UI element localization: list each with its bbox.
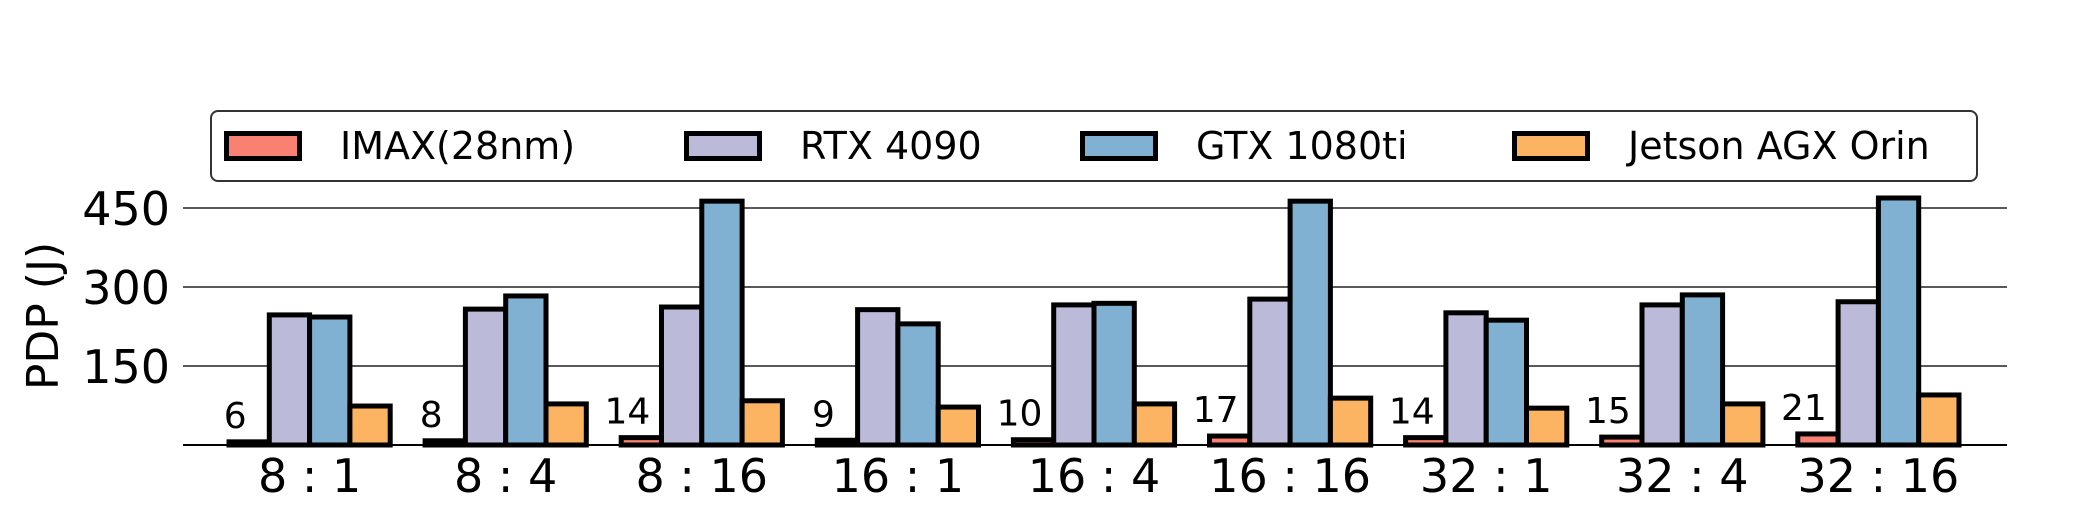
bar — [1247, 296, 1293, 448]
bar — [503, 293, 549, 448]
bar — [1835, 299, 1881, 448]
bar — [307, 314, 353, 448]
legend-swatch-jetson — [1512, 131, 1590, 161]
legend-item-jetson: Jetson AGX Orin — [1512, 112, 1930, 180]
y-tick-label: 300 — [82, 261, 170, 315]
bar — [1795, 431, 1841, 448]
bar — [699, 198, 745, 448]
x-tick-label: 16 : 4 — [1028, 449, 1161, 503]
bar — [659, 304, 705, 448]
legend: IMAX(28nm) RTX 4090 GTX 1080ti Jetson AG… — [210, 110, 1978, 182]
legend-label-imax: IMAX(28nm) — [340, 124, 576, 168]
x-tick-label: 8 : 16 — [636, 449, 769, 503]
imax-value-label: 14 — [604, 392, 650, 433]
bar — [618, 435, 665, 448]
bar-group: 17 — [1193, 198, 1374, 448]
bar — [1207, 433, 1253, 448]
bar — [1327, 395, 1374, 448]
legend-item-imax: IMAX(28nm) — [224, 112, 575, 180]
bar — [739, 398, 785, 448]
bar — [1679, 292, 1726, 448]
imax-value-label: 8 — [420, 395, 443, 436]
legend-swatch-gtx1080ti — [1080, 131, 1158, 161]
bar — [935, 404, 982, 448]
legend-label-gtx1080ti: GTX 1080ti — [1196, 124, 1408, 168]
legend-swatch-imax — [224, 131, 302, 161]
x-tick-label: 32 : 4 — [1616, 449, 1749, 503]
x-tick-label: 32 : 16 — [1797, 449, 1959, 503]
bar — [462, 306, 509, 448]
y-axis-ticks: 150 300 450 — [82, 182, 170, 394]
bar — [1287, 198, 1333, 448]
x-tick-label: 8 : 1 — [258, 449, 361, 503]
bar — [1483, 317, 1529, 448]
bar-group: 14 — [604, 198, 785, 448]
imax-value-label: 15 — [1585, 391, 1631, 432]
imax-value-label: 21 — [1781, 388, 1827, 429]
x-axis-ticks: 8 : 1 8 : 4 8 : 16 16 : 1 16 : 4 16 : 16 32 : … — [258, 449, 1959, 503]
imax-value-label: 6 — [224, 396, 247, 437]
bar-group: 15 — [1585, 292, 1766, 448]
bar-group: 9 — [812, 307, 982, 448]
bar — [1524, 405, 1570, 448]
bar — [1875, 195, 1922, 448]
imax-value-label: 10 — [997, 394, 1043, 435]
bar — [1091, 300, 1137, 448]
bar-groups: 6 8 14 9 10 17 14 15 21 — [224, 195, 1962, 448]
y-tick-label: 150 — [82, 340, 170, 394]
bar — [347, 403, 393, 448]
bar-group: 6 — [224, 312, 393, 448]
bar-group: 10 — [997, 300, 1178, 448]
bar — [1639, 302, 1685, 448]
legend-label-rtx4090: RTX 4090 — [800, 124, 982, 168]
bar — [1131, 401, 1178, 448]
bar — [1599, 434, 1645, 448]
legend-label-jetson: Jetson AGX Orin — [1628, 124, 1930, 168]
bar-group: 8 — [420, 293, 589, 448]
bar — [266, 312, 313, 448]
bar — [1403, 435, 1449, 448]
bar — [855, 307, 901, 448]
bar — [543, 401, 589, 448]
x-tick-label: 16 : 1 — [832, 449, 965, 503]
bar-group: 14 — [1389, 310, 1570, 448]
legend-item-rtx4090: RTX 4090 — [684, 112, 982, 180]
bar — [1051, 302, 1097, 448]
imax-value-label: 17 — [1193, 390, 1239, 431]
legend-swatch-rtx4090 — [684, 131, 762, 161]
bar — [1916, 392, 1962, 448]
x-tick-label: 32 : 1 — [1420, 449, 1553, 503]
imax-value-label: 9 — [812, 394, 835, 435]
imax-value-label: 14 — [1389, 392, 1435, 433]
bar — [1720, 401, 1766, 448]
bar-group: 21 — [1781, 195, 1962, 448]
y-tick-label: 450 — [82, 182, 170, 236]
legend-item-gtx1080ti: GTX 1080ti — [1080, 112, 1408, 180]
y-axis-label: PDP (J) — [18, 242, 69, 390]
bar — [1443, 310, 1489, 448]
bar — [895, 321, 941, 448]
x-tick-label: 8 : 4 — [454, 449, 557, 503]
x-tick-label: 16 : 16 — [1209, 449, 1371, 503]
